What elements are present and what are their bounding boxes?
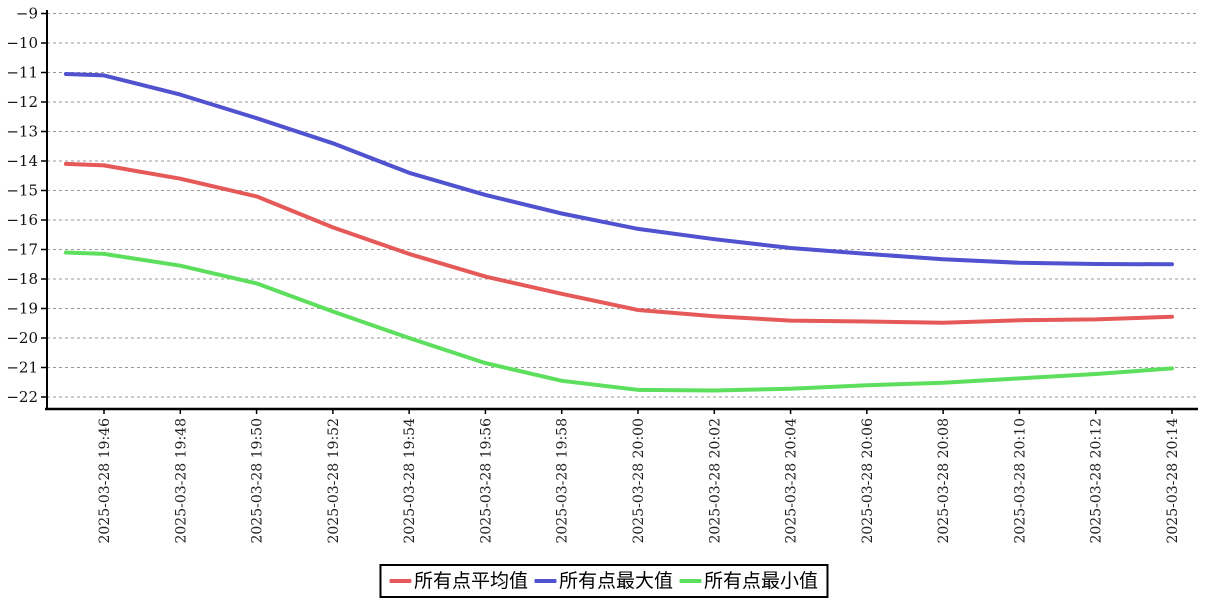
y-tick-label: −10 <box>6 34 38 52</box>
legend-label-average: 所有点平均值 <box>413 570 528 592</box>
legend-item-min: 所有点最小值 <box>679 568 818 594</box>
y-tick-label: −21 <box>6 359 38 377</box>
series-line-min <box>63 250 1174 393</box>
x-tick-label: 2025-03-28 19:52 <box>326 418 342 544</box>
x-tick-label: 2025-03-28 19:58 <box>555 418 571 544</box>
y-tick-label: −18 <box>6 270 38 288</box>
y-tick-label: −16 <box>6 211 38 229</box>
x-tick-label: 2025-03-28 20:12 <box>1089 418 1105 544</box>
legend-item-max: 所有点最大值 <box>533 568 674 594</box>
x-tick-label: 2025-03-28 20:06 <box>860 418 876 544</box>
y-tick-label: −19 <box>6 300 38 318</box>
y-tick-label: −12 <box>6 93 38 111</box>
x-tick-label: 2025-03-28 20:10 <box>1012 418 1028 544</box>
legend-item-average: 所有点平均值 <box>388 568 528 594</box>
x-tick-label: 2025-03-28 20:04 <box>784 418 800 544</box>
y-tick-label: −13 <box>6 123 38 141</box>
x-tick-label: 2025-03-28 20:00 <box>631 418 647 544</box>
x-tick-label: 2025-03-28 19:50 <box>250 418 266 544</box>
legend-swatch-max <box>533 579 556 583</box>
y-tick-label: −22 <box>6 388 38 406</box>
y-tick-label: −15 <box>6 182 38 200</box>
legend-swatch-min <box>679 579 702 583</box>
x-tick-label: 2025-03-28 20:02 <box>707 418 723 544</box>
line-chart-svg: −9 −10 −11 −12 −13 −14 −15 −16 −17 −18 −19 −20 −21 −2… <box>6 5 1198 544</box>
legend-swatch-average <box>388 579 411 583</box>
chart-legend: 所有点平均值 所有点最大值 所有点最小值 <box>378 564 829 598</box>
y-tick-label: −9 <box>16 5 38 23</box>
x-tick-label: 2025-03-28 19:54 <box>402 418 418 544</box>
y-tick-label: −14 <box>6 152 38 170</box>
x-tick-label: 2025-03-28 19:56 <box>478 418 494 544</box>
x-tick-label: 2025-03-28 19:48 <box>173 418 189 544</box>
x-tick-label: 2025-03-28 19:46 <box>97 418 113 544</box>
x-tick-label: 2025-03-28 20:08 <box>936 418 952 544</box>
series-line-max <box>63 72 1174 267</box>
y-tick-label: −17 <box>6 241 38 259</box>
y-tick-label: −11 <box>6 64 38 82</box>
legend-label-max: 所有点最大值 <box>558 570 674 592</box>
legend-label-min: 所有点最小值 <box>704 570 819 592</box>
y-tick-label: −20 <box>6 329 38 347</box>
series-line-average <box>63 161 1174 325</box>
x-tick-label: 2025-03-28 20:14 <box>1165 418 1181 544</box>
